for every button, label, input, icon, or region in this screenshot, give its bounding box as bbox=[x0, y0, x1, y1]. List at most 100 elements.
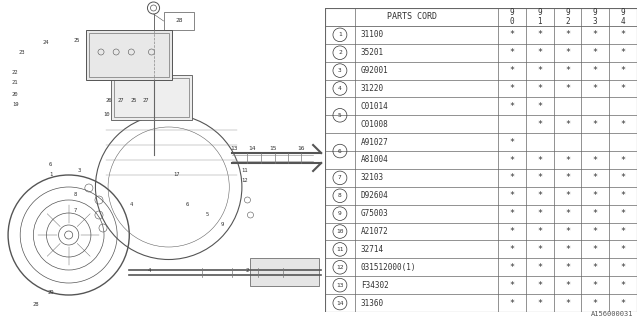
Text: 9
3: 9 3 bbox=[593, 8, 598, 26]
Text: 4: 4 bbox=[130, 203, 133, 207]
Text: *: * bbox=[620, 48, 625, 57]
Text: 7: 7 bbox=[338, 175, 342, 180]
Text: *: * bbox=[593, 299, 598, 308]
Text: 25: 25 bbox=[130, 98, 136, 102]
Text: 11: 11 bbox=[241, 167, 248, 172]
Text: *: * bbox=[593, 30, 598, 39]
Text: 13: 13 bbox=[336, 283, 344, 288]
Text: 31220: 31220 bbox=[361, 84, 384, 93]
Text: 16: 16 bbox=[297, 146, 305, 150]
Text: *: * bbox=[620, 120, 625, 129]
Text: 3: 3 bbox=[338, 68, 342, 73]
Text: *: * bbox=[593, 245, 598, 254]
Text: *: * bbox=[565, 281, 570, 290]
Text: 2: 2 bbox=[338, 50, 342, 55]
Text: *: * bbox=[620, 263, 625, 272]
Text: G75003: G75003 bbox=[361, 209, 388, 218]
Text: *: * bbox=[537, 227, 542, 236]
Text: *: * bbox=[509, 48, 515, 57]
Text: 28: 28 bbox=[32, 302, 38, 308]
Bar bbox=[114, 78, 189, 117]
Text: *: * bbox=[565, 48, 570, 57]
Text: *: * bbox=[509, 66, 515, 75]
Text: *: * bbox=[620, 173, 625, 182]
Text: *: * bbox=[593, 156, 598, 164]
Text: *: * bbox=[593, 281, 598, 290]
Text: *: * bbox=[509, 209, 515, 218]
Text: 21: 21 bbox=[12, 81, 19, 85]
Text: 031512000(1): 031512000(1) bbox=[361, 263, 417, 272]
Text: 13: 13 bbox=[230, 146, 238, 150]
Text: 9: 9 bbox=[338, 211, 342, 216]
Text: 14: 14 bbox=[249, 146, 256, 150]
Text: *: * bbox=[593, 66, 598, 75]
Text: 32714: 32714 bbox=[361, 245, 384, 254]
Bar bbox=[86, 30, 172, 80]
Text: 1: 1 bbox=[338, 32, 342, 37]
Text: PARTS CORD: PARTS CORD bbox=[387, 12, 436, 21]
Text: *: * bbox=[620, 209, 625, 218]
Text: *: * bbox=[509, 102, 515, 111]
Text: *: * bbox=[620, 281, 625, 290]
Text: 9
4: 9 4 bbox=[621, 8, 625, 26]
Text: 8: 8 bbox=[74, 193, 77, 197]
Text: *: * bbox=[620, 299, 625, 308]
Text: *: * bbox=[593, 120, 598, 129]
Bar bbox=[250, 258, 319, 286]
Text: 27: 27 bbox=[142, 98, 148, 102]
Text: 12: 12 bbox=[241, 178, 248, 182]
Text: 9
2: 9 2 bbox=[565, 8, 570, 26]
Text: 32103: 32103 bbox=[361, 173, 384, 182]
Text: *: * bbox=[620, 245, 625, 254]
Bar bbox=[111, 75, 192, 120]
Text: *: * bbox=[537, 156, 542, 164]
Text: *: * bbox=[509, 30, 515, 39]
Text: *: * bbox=[509, 191, 515, 200]
Text: 29: 29 bbox=[47, 291, 54, 295]
Text: 6: 6 bbox=[338, 148, 342, 154]
Text: *: * bbox=[565, 191, 570, 200]
Text: 17: 17 bbox=[173, 172, 180, 178]
Text: C01014: C01014 bbox=[361, 102, 388, 111]
Text: A81004: A81004 bbox=[361, 156, 388, 164]
Text: *: * bbox=[509, 138, 515, 147]
Text: 26: 26 bbox=[106, 98, 113, 102]
Text: *: * bbox=[593, 227, 598, 236]
Text: 25: 25 bbox=[74, 37, 80, 43]
Text: *: * bbox=[593, 173, 598, 182]
Text: 6: 6 bbox=[185, 203, 188, 207]
Text: *: * bbox=[565, 245, 570, 254]
Text: *: * bbox=[509, 263, 515, 272]
Text: 31360: 31360 bbox=[361, 299, 384, 308]
Text: *: * bbox=[537, 48, 542, 57]
Text: 10: 10 bbox=[336, 229, 344, 234]
Text: 15: 15 bbox=[269, 146, 276, 150]
Text: 7: 7 bbox=[74, 207, 77, 212]
Text: *: * bbox=[509, 227, 515, 236]
Text: 9: 9 bbox=[221, 222, 224, 228]
Text: *: * bbox=[509, 84, 515, 93]
Text: *: * bbox=[509, 299, 515, 308]
Bar bbox=[89, 33, 169, 77]
Text: 35201: 35201 bbox=[361, 48, 384, 57]
Text: 14: 14 bbox=[336, 300, 344, 306]
Text: *: * bbox=[509, 245, 515, 254]
Text: 11: 11 bbox=[336, 247, 344, 252]
Text: *: * bbox=[593, 263, 598, 272]
Text: 19: 19 bbox=[12, 102, 19, 108]
Text: *: * bbox=[565, 156, 570, 164]
Text: *: * bbox=[537, 209, 542, 218]
Text: 5: 5 bbox=[205, 212, 209, 218]
Text: 3: 3 bbox=[77, 167, 81, 172]
Text: F34302: F34302 bbox=[361, 281, 388, 290]
Text: *: * bbox=[593, 48, 598, 57]
Text: *: * bbox=[537, 66, 542, 75]
Text: *: * bbox=[537, 191, 542, 200]
Text: 20: 20 bbox=[12, 92, 19, 97]
Text: 23: 23 bbox=[19, 51, 26, 55]
Text: A21072: A21072 bbox=[361, 227, 388, 236]
Text: *: * bbox=[620, 66, 625, 75]
Text: *: * bbox=[593, 209, 598, 218]
Text: 5: 5 bbox=[338, 113, 342, 118]
Text: *: * bbox=[565, 209, 570, 218]
